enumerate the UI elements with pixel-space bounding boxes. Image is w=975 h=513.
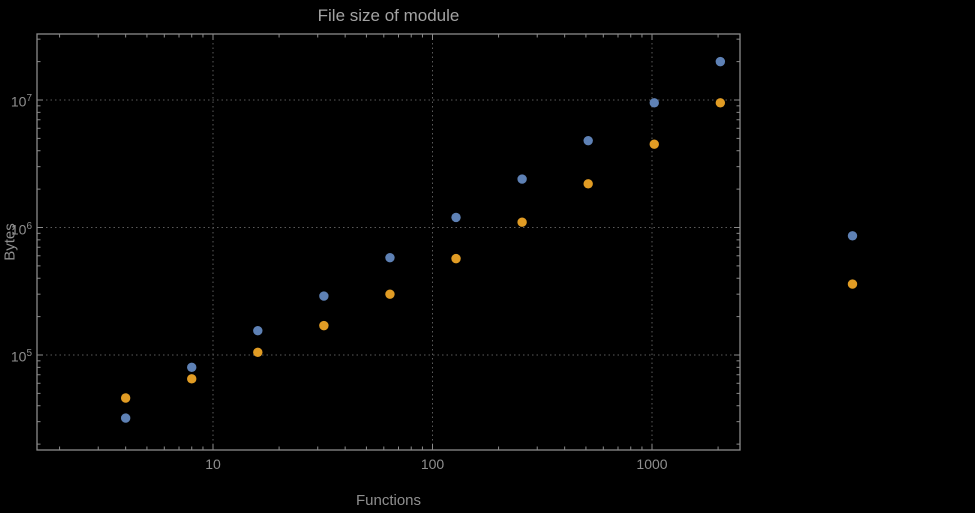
data-point-series-1 [120,413,131,423]
data-point-series-1 [451,212,461,223]
data-point-series-2 [583,179,593,189]
data-point-series-2 [120,393,131,403]
data-point-series-1 [187,362,197,373]
chart-title: File size of module [317,6,460,25]
x-tick-label: 1000 [636,456,668,472]
y-tick-label: 105 [10,348,32,365]
x-axis-label: Functions [355,492,422,509]
data-point-series-2 [847,279,858,289]
y-tick-label: 107 [10,93,32,110]
data-point-series-1 [649,98,659,108]
y-tick-label: 106 [10,220,32,238]
data-point-series-1 [715,56,726,67]
data-point-series-2 [385,289,395,299]
data-point-series-2 [715,98,726,108]
x-tick-label: 10 [205,456,221,472]
plot-frame [36,33,741,451]
data-point-series-1 [385,252,395,263]
data-point-series-2 [649,139,659,149]
data-point-series-2 [451,253,461,264]
data-point-series-2 [253,347,263,357]
data-point-series-2 [187,374,197,384]
data-point-series-1 [847,231,858,241]
data-point-series-2 [517,217,527,227]
data-point-series-1 [583,135,593,146]
x-tick-label: 100 [420,456,445,472]
data-point-series-2 [319,320,329,331]
data-point-series-1 [319,291,329,301]
data-point-series-1 [517,174,527,184]
data-point-series-1 [253,326,263,336]
